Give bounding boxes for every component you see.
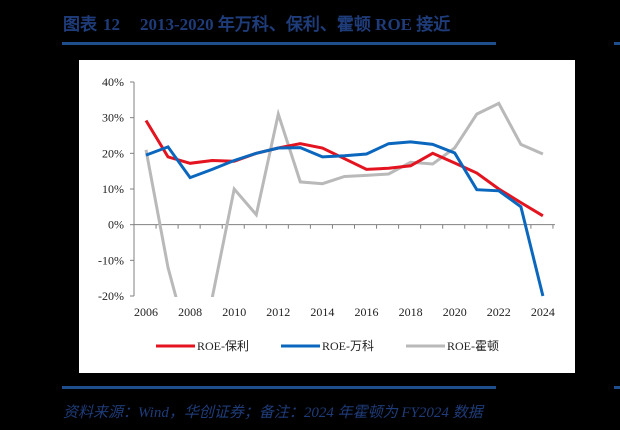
x-tick-label: 2020 [443, 305, 467, 319]
x-tick-label: 2024 [531, 305, 555, 319]
legend-label: ROE-保利 [197, 339, 249, 353]
y-tick-label: 10% [102, 182, 124, 196]
x-tick-label: 2022 [487, 305, 511, 319]
figure-title: 图表 12 2013-2020 年万科、保利、霍顿 ROE 接近 [63, 10, 450, 35]
y-tick-label: -20% [98, 289, 124, 303]
legend-label: ROE-万科 [322, 339, 374, 353]
y-tick-label: 30% [102, 111, 124, 125]
legend-label: ROE-霍顿 [447, 339, 499, 353]
x-tick-label: 2012 [266, 305, 290, 319]
series-line-2 [144, 101, 544, 297]
y-tick-label: -10% [98, 253, 124, 267]
title-divider [62, 42, 496, 45]
legend: ROE-保利 ROE-万科 ROE-霍顿 [156, 339, 499, 353]
x-axis: 2006 2008 2010 2012 2014 2016 2018 2020 2022 2024 [133, 224, 555, 319]
source-note: 资料来源：Wind，华创证券；备注：2024 年霍顿为 FY2024 数据 [63, 405, 483, 421]
y-tick-label: 0% [108, 218, 124, 232]
series-lines [144, 101, 545, 297]
x-tick-label: 2016 [355, 305, 379, 319]
right-edge-divider [614, 42, 620, 45]
x-tick-label: 2010 [222, 305, 246, 319]
y-tick-label: 40% [102, 75, 124, 89]
x-tick-label: 2018 [399, 305, 423, 319]
x-tick-label: 2008 [178, 305, 202, 319]
series-line-1 [145, 140, 545, 297]
figure-title-text: 2013-2020 年万科、保利、霍顿 ROE 接近 [140, 15, 451, 34]
chart-panel: 40% 30% 20% 10% 0% -10% -20% 2006 2008 2010 2012 2… [79, 60, 575, 373]
y-tick-label: 20% [102, 146, 124, 160]
x-tick-label: 2006 [134, 305, 158, 319]
line-chart: 40%30%20%10%0%-10%-20% 2006 2008 2010 2012 2… [98, 75, 555, 353]
figure-label: 图表 [63, 15, 97, 34]
x-tick-label: 2014 [310, 305, 334, 319]
right-edge-footer-divider [614, 386, 620, 389]
figure-number: 12 [103, 15, 120, 34]
y-axis: 40% 30% 20% 10% 0% -10% -20% [98, 75, 135, 303]
footer-divider [62, 386, 496, 389]
series-line-0 [144, 119, 544, 218]
